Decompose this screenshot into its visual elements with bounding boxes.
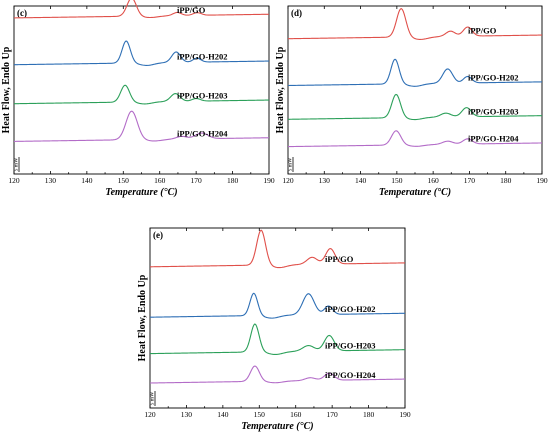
x-tick-label: 160 (154, 176, 166, 185)
x-axis-label: Temperature (°C) (379, 187, 451, 198)
x-tick-label: 170 (191, 176, 203, 185)
series-label: iPP/GO (468, 26, 497, 36)
x-tick-label: 180 (500, 176, 512, 185)
series-label: iPP/GO-H202 (325, 304, 376, 314)
x-tick-label: 150 (118, 176, 130, 185)
x-tick-label: 190 (263, 176, 275, 185)
x-tick-label: 180 (227, 176, 239, 185)
series-label: iPP/GO-H202 (177, 52, 228, 62)
x-tick-label: 130 (319, 176, 331, 185)
y-axis-label: Heat Flow, Endo Up (275, 46, 286, 133)
plot-frame (13, 5, 270, 175)
plot-frame (287, 5, 543, 175)
series-line-ipp-go-h202 (149, 292, 406, 319)
panel-label: (c) (17, 8, 27, 18)
x-tick-label: 160 (428, 176, 440, 185)
x-axis-label: Temperature (°C) (105, 187, 177, 198)
series-label: iPP/GO-H203 (325, 341, 376, 351)
series-line-ipp-go-h203 (13, 84, 270, 105)
x-tick-label: 130 (181, 410, 193, 419)
x-tick-label: 170 (464, 176, 476, 185)
x-tick-label: 180 (363, 410, 375, 419)
series-line-ipp-go-h204 (149, 365, 406, 384)
x-tick-label: 170 (327, 410, 339, 419)
series-label: iPP/GO (177, 5, 206, 15)
series-line-ipp-go-h204 (13, 110, 270, 142)
chart-panel-e: (e) 120 130 140 150 160 170 180 190 Temperature (… (137, 227, 411, 432)
x-tick-label: 190 (536, 176, 548, 185)
x-tick-label: 120 (8, 176, 20, 185)
series-line-ipp-go-h203 (287, 93, 543, 121)
panel-label: (d) (291, 8, 302, 18)
x-tick-label: 150 (254, 410, 266, 419)
x-tick-label: 160 (290, 410, 302, 419)
series-label: iPP/GO-H202 (468, 73, 519, 83)
series-line-ipp-go (287, 7, 543, 40)
series-line-ipp-go-h202 (13, 40, 270, 66)
series-line-ipp-go (13, 0, 270, 19)
x-tick-label: 140 (81, 176, 93, 185)
scale-bar-label: 5 mW (14, 157, 20, 171)
y-axis-label: Heat Flow, Endo Up (1, 46, 12, 133)
x-tick-label: 120 (282, 176, 294, 185)
chart-panel-d: (d) 120 130 140 150 160 170 180 190 Temperature (… (275, 5, 548, 198)
x-tick-label: 150 (391, 176, 403, 185)
series-line-ipp-go-h203 (149, 323, 406, 356)
chart-panel-c: (c) 120 130 140 150 160 170 180 190 Temperature (… (1, 0, 275, 198)
x-tick-label: 130 (45, 176, 57, 185)
x-tick-label: 190 (399, 410, 411, 419)
y-axis-label: Heat Flow, Endo Up (137, 274, 148, 361)
series-label: iPP/GO-H203 (177, 91, 228, 101)
scale-bar-label: 5 mW (288, 157, 294, 171)
series-label: iPP/GO-H204 (177, 128, 228, 138)
series-line-ipp-go-h202 (287, 58, 543, 87)
x-tick-label: 140 (355, 176, 367, 185)
series-line-ipp-go-h204 (287, 130, 543, 148)
x-axis-label: Temperature (°C) (241, 421, 313, 432)
plot-frame (149, 227, 406, 409)
series-label: iPP/GO-H203 (468, 106, 519, 116)
x-tick-label: 120 (144, 410, 156, 419)
x-tick-label: 140 (217, 410, 229, 419)
scale-bar-label: 5 mW (150, 391, 156, 405)
panel-label: (e) (153, 230, 163, 240)
series-label: iPP/GO-H204 (325, 370, 376, 380)
series-label: iPP/GO (325, 254, 354, 264)
series-label: iPP/GO-H204 (468, 134, 519, 144)
series-line-ipp-go (149, 229, 406, 269)
